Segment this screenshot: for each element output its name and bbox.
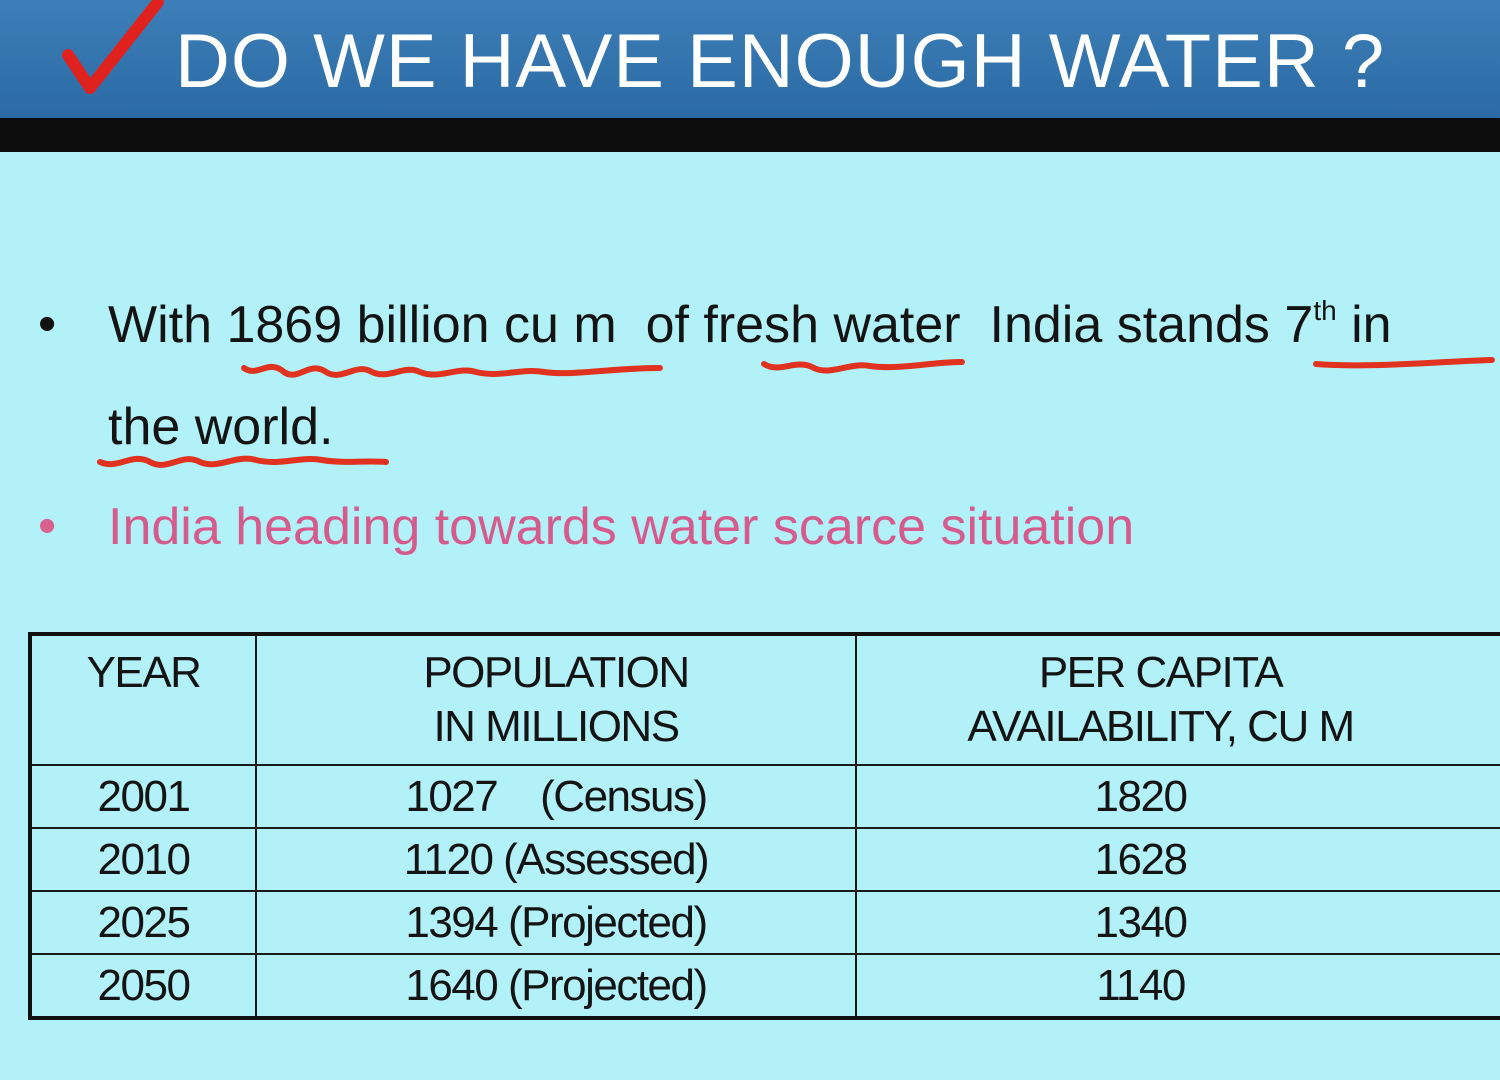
cell-year: 2001 (29, 764, 257, 829)
cell-per-capita: 1340 (855, 890, 1500, 955)
underline-fresh-water (761, 359, 965, 374)
cell-per-capita: 1140 (855, 953, 1500, 1019)
underline-amount (241, 363, 663, 378)
cell-per-capita: 1628 (855, 827, 1500, 892)
cell-per-capita: 1820 (855, 764, 1500, 829)
bullet-dot-2: • (38, 497, 57, 555)
cell-population: 1640 (Projected) (255, 953, 857, 1019)
bullet-1-line-2: the world. (108, 398, 334, 456)
cell-year: 2010 (29, 827, 257, 892)
bullet-1-text-d: in (1336, 296, 1392, 354)
cell-population: 1027 (Census) (255, 764, 857, 829)
bullet-1-line-1: With 1869 billion cu m of fresh water In… (108, 295, 1392, 355)
bullet-1-text-b: of (616, 296, 704, 354)
table-header-row: YEAR POPULATION IN MILLIONS PER CAPITA A… (29, 633, 1500, 766)
cell-population: 1394 (Projected) (255, 890, 857, 955)
header-per-capita: PER CAPITA AVAILABILITY, CU M (855, 633, 1500, 766)
title-bar (0, 0, 1500, 118)
bullet-1-rank: 7 (1284, 296, 1314, 354)
underline-rank (1313, 357, 1495, 369)
table-row: 2025 1394 (Projected) 1340 (29, 890, 1500, 955)
water-availability-table: YEAR POPULATION IN MILLIONS PER CAPITA A… (28, 632, 1500, 1020)
bullet-dot-1: • (38, 295, 57, 353)
underline-world (97, 455, 389, 468)
cell-population: 1120 (Assessed) (255, 827, 857, 892)
table-row: 2050 1640 (Projected) 1140 (29, 953, 1500, 1019)
bullet-1-fresh-water: fresh water (703, 296, 961, 354)
bullet-1-text-a: With (108, 296, 227, 354)
cell-year: 2050 (29, 953, 257, 1019)
table-row: 2001 1027 (Census) 1820 (29, 764, 1500, 829)
bullet-1-rank-suffix: th (1313, 295, 1337, 326)
bullet-2-text: India heading towards water scarce situa… (108, 498, 1135, 556)
header-population: POPULATION IN MILLIONS (255, 633, 857, 766)
red-checkmark-icon (62, 0, 164, 94)
bullet-1-amount: 1869 billion cu m (226, 296, 617, 354)
page-title: DO WE HAVE ENOUGH WATER ? (175, 19, 1386, 104)
table-row: 2010 1120 (Assessed) 1628 (29, 827, 1500, 892)
title-divider (0, 118, 1500, 152)
header-year: YEAR (29, 633, 257, 766)
cell-year: 2025 (29, 890, 257, 955)
bullet-1-text-c: India stands (960, 296, 1285, 354)
